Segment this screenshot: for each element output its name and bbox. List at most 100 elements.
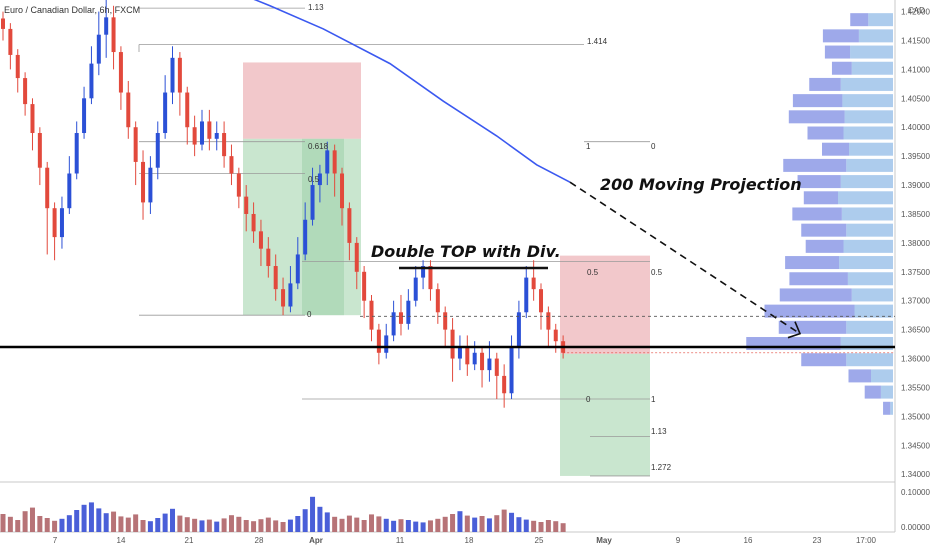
candle-body (229, 156, 234, 174)
volume-bar (302, 509, 308, 532)
volume-profile (746, 13, 893, 415)
volume-bar (494, 515, 500, 532)
volume-bar (147, 521, 153, 532)
fib-label-0-5-right-a: 0.5 (587, 268, 599, 277)
price-tick-label: 1.36500 (901, 326, 930, 335)
candle-body (89, 63, 94, 99)
volume-bar (81, 504, 87, 532)
volume-bar (273, 520, 279, 532)
profile-bar-left (824, 45, 851, 59)
candle-body (553, 329, 558, 342)
price-tick-label: 1.37000 (901, 297, 930, 306)
fib-label-0-top-right: 0 (651, 142, 656, 151)
candle-body (524, 277, 529, 313)
volume-bar (206, 519, 212, 532)
candle-body (494, 358, 499, 376)
time-axis[interactable]: 7 14 21 28 Apr 11 18 25 May 9 16 23 17:00 (53, 536, 877, 545)
volume-bar (310, 496, 316, 532)
candle-body (428, 266, 433, 290)
candle-body (362, 271, 367, 301)
profile-bar-right (839, 256, 893, 270)
volume-bar (162, 513, 168, 532)
volume-bar (516, 517, 522, 532)
double-top-label: Double TOP with Div. (371, 242, 561, 261)
volume-bar (531, 520, 537, 532)
volume-bar (317, 506, 323, 532)
candle-body (317, 173, 322, 186)
candle-body (96, 34, 101, 64)
volume-bar (450, 514, 456, 532)
volume-bar (29, 507, 35, 532)
volume-bar (324, 512, 330, 532)
candle-body (15, 54, 20, 79)
chart-title: Euro / Canadian Dollar, 6h, FXCM (4, 5, 140, 15)
volume-bar (0, 514, 6, 532)
profile-bar-left (805, 239, 844, 253)
profile-bar-left (807, 126, 844, 140)
fib-label-1-top: 1 (586, 142, 591, 151)
volume-bar (228, 515, 234, 532)
profile-bar-left (792, 207, 842, 221)
volume-bar (479, 516, 485, 532)
candle-body (244, 196, 249, 214)
candle-body (23, 78, 28, 105)
candle-body (472, 352, 477, 365)
candle-body (516, 312, 521, 347)
candle-body (67, 173, 72, 209)
arrow-head (787, 321, 802, 339)
profile-bar-right (846, 223, 893, 237)
volume-bar (361, 520, 367, 532)
price-axis[interactable]: 1.42000 1.41500 1.41000 1.40500 1.40000 1.395… (901, 8, 930, 532)
candle-body (384, 335, 389, 353)
stop-zone-right (560, 255, 650, 354)
volume-bar (280, 522, 286, 532)
volume-bar (192, 518, 198, 532)
volume-bar (170, 508, 176, 532)
candle-body (199, 121, 204, 145)
profile-bar-right (846, 353, 893, 367)
candle-body (30, 104, 35, 134)
volume-bar (435, 518, 441, 532)
price-tick-label: 1.35500 (901, 383, 930, 392)
candle-body (141, 161, 146, 203)
profile-bar-right (847, 272, 893, 286)
volume-bar (413, 521, 419, 532)
candle-body (133, 127, 138, 162)
volume-bar (545, 520, 551, 532)
candle-body (192, 127, 197, 145)
profile-bar-left (831, 61, 852, 75)
volume-bar (346, 515, 352, 532)
time-tick-label: 17:00 (856, 536, 877, 545)
profile-bar-right (846, 158, 893, 172)
time-tick-label: May (596, 536, 612, 545)
candle-body (421, 266, 426, 278)
candle-body (325, 150, 330, 174)
main-pane-bg (0, 0, 895, 480)
volume-bar (472, 517, 478, 532)
candle-body (435, 289, 440, 313)
candle-body (170, 57, 175, 93)
candle-body (288, 283, 293, 307)
profile-bar-right (840, 175, 893, 189)
time-tick-label: 18 (465, 536, 474, 545)
volume-bar (66, 515, 72, 532)
fib-label-1-right: 1 (651, 395, 656, 404)
profile-bar-left (779, 288, 852, 302)
fib-label-0-right: 0 (586, 395, 591, 404)
candle-body (391, 312, 396, 336)
profile-bar-right (843, 126, 893, 140)
price-tick-label: 1.38000 (901, 239, 930, 248)
candle-body (214, 133, 219, 139)
candle-body (1, 18, 5, 29)
time-tick-label: 14 (117, 536, 126, 545)
fib-label-1-13-top: 1.13 (308, 3, 324, 12)
fib-label-0-mid: 0 (307, 310, 312, 319)
profile-bar-left (797, 175, 841, 189)
time-tick-label: 28 (255, 536, 264, 545)
candle-body (273, 266, 278, 290)
candle-body (310, 185, 315, 220)
volume-bar (258, 519, 264, 532)
fib-label-0-5-right-b: 0.5 (651, 268, 663, 277)
